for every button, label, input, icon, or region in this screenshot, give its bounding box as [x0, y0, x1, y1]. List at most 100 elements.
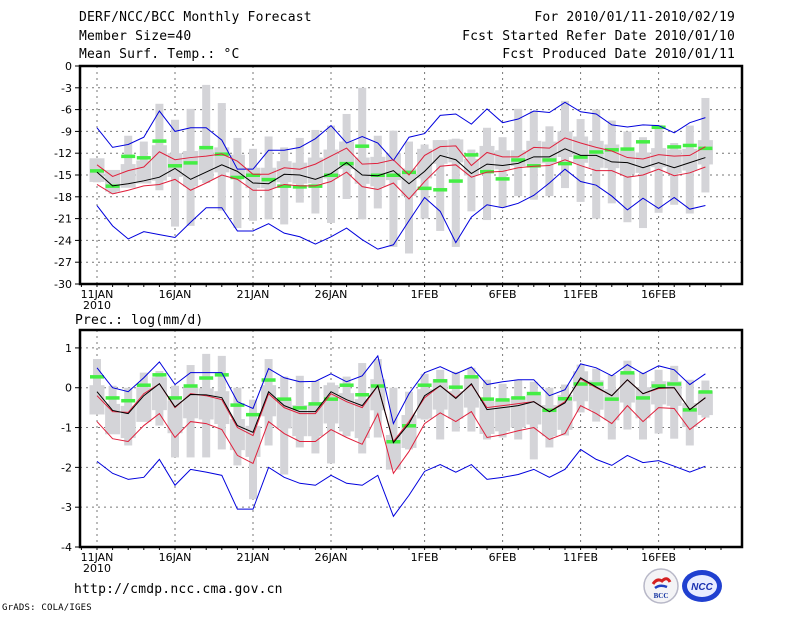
observed-marker: [573, 155, 588, 159]
observed-marker: [589, 150, 604, 154]
bcc-logo-text: BCC: [654, 592, 669, 600]
box-body: [697, 140, 713, 165]
observed-marker: [526, 391, 541, 396]
observed-marker: [308, 402, 323, 406]
observed-marker: [90, 169, 104, 173]
observed-marker: [682, 143, 697, 148]
box-body: [573, 371, 589, 402]
observed-marker: [636, 396, 650, 400]
box-body: [479, 145, 495, 170]
observed-marker: [152, 139, 167, 143]
observed-marker: [355, 144, 370, 148]
observed-marker: [604, 397, 619, 401]
x-year-label: 2010: [83, 562, 111, 575]
x-tick-label: 21JAN: [237, 288, 270, 301]
spread-lower-line: [96, 159, 706, 200]
x-tick-label: 21JAN: [237, 551, 270, 564]
x-tick-label: 16JAN: [159, 551, 192, 564]
box-body: [245, 167, 261, 189]
x-tick-label: 6FEB: [489, 551, 517, 564]
box-whisker: [202, 84, 211, 183]
observed-marker: [448, 385, 463, 389]
box-body: [432, 379, 448, 410]
observed-marker: [651, 384, 666, 388]
observed-marker: [558, 161, 572, 166]
box-whisker: [389, 387, 398, 470]
observed-marker: [511, 158, 526, 162]
observed-marker: [495, 177, 510, 181]
observed-marker: [355, 393, 370, 397]
box-body: [526, 395, 542, 425]
box-body: [401, 168, 417, 197]
box-body: [448, 139, 464, 163]
observed-marker: [402, 170, 416, 175]
spread-upper-line: [96, 137, 706, 178]
box-body: [588, 140, 604, 168]
box-body: [604, 144, 620, 169]
observed-marker: [433, 379, 448, 383]
box-body: [292, 162, 308, 184]
box-body: [666, 149, 682, 174]
y-tick-label: 0: [65, 60, 72, 73]
forecast-period: For 2010/01/11-2010/02/19: [534, 10, 735, 25]
observed-marker: [292, 406, 307, 410]
box-body: [682, 148, 698, 171]
y-tick-label: -15: [54, 169, 72, 182]
observed-marker: [246, 412, 260, 417]
observed-marker: [324, 397, 338, 401]
box-body: [557, 131, 573, 158]
box-body: [495, 399, 511, 432]
box-body: [198, 149, 214, 180]
x-year-label: 2010: [83, 299, 111, 312]
observed-marker: [168, 396, 182, 400]
box-whisker: [670, 143, 679, 205]
observed-marker: [339, 383, 354, 387]
box-body: [635, 387, 651, 419]
x-tick-label: 1FEB: [411, 551, 439, 564]
observed-marker: [90, 375, 104, 379]
box-body: [370, 156, 386, 187]
box-body: [417, 148, 433, 179]
box-body: [588, 380, 604, 410]
forecast-start-date: Fcst Started Refer Date 2010/01/10: [462, 29, 735, 44]
observed-marker: [589, 382, 604, 386]
y-tick-label: -3: [61, 82, 72, 95]
spread-lower-line: [96, 404, 706, 475]
observed-marker: [698, 146, 713, 151]
box-body: [307, 405, 323, 437]
box-body: [229, 419, 245, 451]
box-body: [697, 391, 713, 416]
box-whisker: [498, 137, 507, 208]
box-whisker: [483, 127, 491, 221]
box-body: [167, 400, 183, 434]
member-size: Member Size=40: [79, 29, 192, 44]
observed-marker: [214, 373, 229, 377]
ensemble-mean-line: [96, 377, 706, 444]
x-tick-label: 11FEB: [563, 288, 598, 301]
source-url[interactable]: http://cmdp.ncc.cma.gov.cn: [74, 582, 283, 597]
observed-marker: [121, 398, 136, 403]
box-body: [526, 140, 542, 164]
y-tick-label: -9: [61, 125, 72, 138]
box-whisker: [451, 138, 460, 247]
x-tick-label: 16FEB: [641, 551, 676, 564]
x-tick-label: 11JAN: [81, 551, 114, 564]
plot-frame: [78, 64, 744, 286]
y-tick-label: 0: [65, 382, 72, 395]
box-whisker: [358, 87, 367, 220]
observed-marker: [168, 164, 182, 168]
observed-marker: [667, 382, 682, 386]
box-body: [635, 152, 651, 173]
observed-marker: [448, 179, 463, 183]
x-tick-label: 26JAN: [315, 551, 348, 564]
variable-label: Mean Surf. Temp.: °C: [79, 47, 240, 62]
observed-marker: [277, 397, 292, 401]
observed-marker: [199, 376, 214, 380]
grads-credit: GrADS: COLA/IGES: [2, 603, 92, 613]
observed-marker: [183, 384, 198, 388]
forecast-produced-date: Fcst Produced Date 2010/01/11: [502, 47, 735, 62]
y-tick-label: -4: [61, 541, 72, 554]
extreme-upper-line: [96, 101, 706, 170]
observed-marker: [542, 408, 557, 413]
